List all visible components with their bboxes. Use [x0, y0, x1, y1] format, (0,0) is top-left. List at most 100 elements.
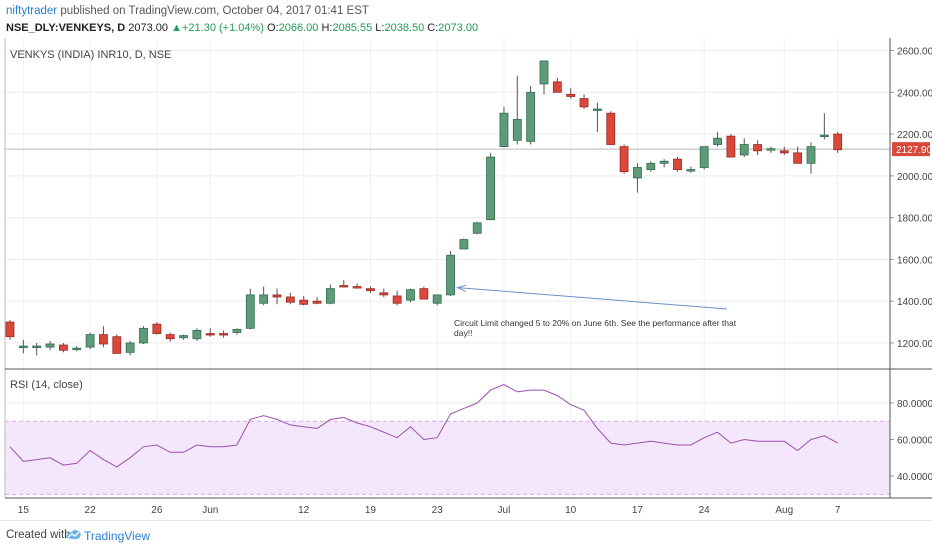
candle: [593, 102, 602, 132]
candle-body: [352, 286, 362, 289]
time-tick-label: 24: [699, 505, 711, 516]
annotation-line: day!!: [454, 328, 472, 338]
candle: [325, 284, 335, 305]
author-link[interactable]: niftytrader: [6, 5, 58, 17]
candle-body: [419, 288, 429, 300]
candle-body: [59, 344, 68, 351]
high-label: H:: [321, 22, 333, 34]
candle: [112, 334, 122, 354]
rsi-tick-label: 60.0000: [897, 435, 932, 446]
candle-body: [619, 146, 629, 173]
candle-body: [459, 239, 469, 250]
candle: [285, 292, 295, 305]
low-label: L:: [375, 22, 385, 34]
candle: [526, 86, 536, 145]
time-tick-label: Aug: [775, 505, 793, 516]
candle-body: [472, 222, 482, 234]
publish-line: niftytrader published on TradingView.com…: [6, 5, 369, 17]
candle-body: [673, 158, 682, 170]
candle-body: [45, 343, 55, 348]
candle-body: [406, 289, 415, 301]
time-tick-label: 17: [632, 505, 644, 516]
candle-body: [699, 146, 709, 168]
candle: [806, 142, 816, 174]
candle-body: [593, 108, 602, 111]
time-axis[interactable]: 15 22 26 Jun 12 19 23 Jul 10 17 24 Aug 7: [18, 505, 841, 516]
candle-body: [633, 167, 642, 179]
candle: [633, 163, 642, 193]
tradingview-logo-icon: [66, 529, 81, 540]
arrow-shaft: [457, 287, 728, 310]
candle: [72, 346, 82, 352]
candle-body: [486, 156, 496, 221]
candle: [579, 94, 589, 110]
candle-body: [99, 334, 108, 345]
candle: [486, 152, 496, 221]
candle-body: [512, 119, 522, 141]
high-value: 2085.55: [332, 22, 373, 34]
candle-body: [18, 345, 28, 348]
candle-body: [379, 292, 389, 296]
tradingview-brand[interactable]: TradingView: [84, 529, 151, 543]
candle-body: [205, 333, 215, 336]
candle: [59, 342, 68, 353]
candle: [686, 166, 696, 173]
open-value: 2066.00: [278, 22, 319, 34]
rsi-title: RSI (14, close): [10, 379, 83, 391]
candle: [45, 340, 55, 351]
time-tick-label: 19: [365, 505, 377, 516]
price-tick-label: 1600.00: [897, 255, 932, 266]
candle: [99, 326, 108, 348]
candle: [793, 146, 803, 164]
candle: [165, 332, 175, 342]
symbol-label: NSE_DLY:VENKEYS, D: [6, 22, 126, 34]
price-axis[interactable]: 1200.00 1400.00 1600.00 1800.00 2000.00 2200.…: [890, 47, 932, 350]
time-tick-label: 23: [432, 505, 444, 516]
candle: [552, 77, 562, 93]
chart-title: VENKYS (INDIA) INR10, D, NSE: [10, 49, 171, 61]
candle-body: [85, 334, 95, 348]
time-tick-label: 7: [835, 505, 841, 516]
candle-body: [739, 144, 749, 156]
candle: [499, 106, 509, 148]
candle-body: [152, 323, 162, 334]
price-tick-label: 2000.00: [897, 172, 932, 183]
price-change: +21.30 (+1.04%): [181, 22, 264, 34]
candle-body: [753, 144, 762, 152]
candle-body: [713, 137, 722, 145]
candle-body: [299, 299, 309, 305]
candle: [312, 296, 322, 305]
chart-canvas[interactable]: 1200.00 1400.00 1600.00 1800.00 2000.00 2200.…: [0, 38, 932, 520]
candle: [299, 295, 309, 306]
candle-body: [272, 294, 282, 298]
candle-body: [259, 294, 269, 304]
candle: [606, 111, 616, 145]
candle: [646, 161, 656, 172]
candle: [406, 288, 415, 303]
candle-body: [192, 330, 202, 340]
candle-body: [366, 288, 375, 292]
candle: [152, 322, 162, 335]
rsi-tick-label: 40.0000: [897, 472, 932, 483]
candle: [819, 113, 829, 140]
candle: [779, 146, 789, 155]
candle-body: [779, 150, 789, 154]
candle: [125, 340, 135, 356]
price-tick-label: 2600.00: [897, 47, 932, 58]
published-text: published on TradingView.com, October 04…: [60, 5, 369, 17]
candle-body: [726, 135, 736, 158]
candle-body: [446, 254, 455, 296]
candle: [85, 332, 95, 350]
rsi-axis[interactable]: 40.0000 60.0000 80.0000: [890, 399, 932, 483]
candle: [673, 157, 682, 172]
candle: [392, 290, 402, 306]
candle: [766, 146, 776, 153]
candle-body: [5, 321, 15, 338]
candles: [5, 60, 843, 356]
candle: [753, 140, 762, 155]
candle-body: [806, 146, 816, 164]
price-tick-label: 2400.00: [897, 88, 932, 99]
candle: [432, 294, 442, 306]
candle-body: [139, 327, 148, 344]
rsi-line: [9, 384, 838, 468]
